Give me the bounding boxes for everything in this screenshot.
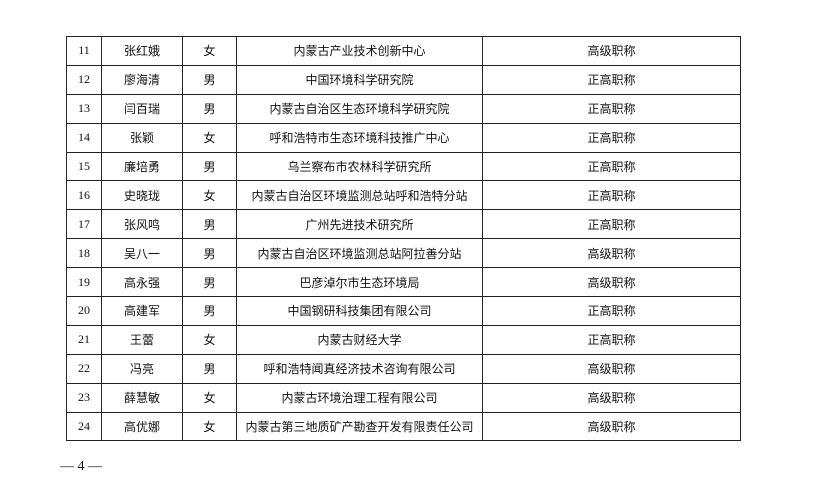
gender-cell: 女	[182, 36, 237, 66]
organization-cell: 乌兰察布市农林科学研究所	[236, 151, 483, 182]
row-number-cell: 20	[66, 296, 102, 326]
row-number-cell: 18	[66, 238, 102, 269]
name-cell: 冯亮	[101, 353, 183, 384]
name-cell: 史晓珑	[101, 180, 183, 211]
row-number-cell: 16	[66, 180, 102, 211]
name-cell: 张风鸣	[101, 209, 183, 240]
row-number-cell: 22	[66, 353, 102, 384]
name-cell: 高建军	[101, 296, 183, 326]
organization-cell: 内蒙古财经大学	[236, 324, 483, 355]
organization-cell: 巴彦淖尔市生态环境局	[236, 267, 483, 298]
table-row: 24 高优娜女内蒙古第三地质矿产勘查开发有限责任公司 高级职称	[66, 411, 741, 442]
gender-cell: 女	[182, 324, 237, 355]
gender-cell: 男	[182, 209, 237, 240]
row-number-cell: 24	[66, 411, 102, 442]
gender-cell: 男	[182, 296, 237, 326]
title-level-cell: 正高职称	[482, 122, 741, 153]
table-row: 15 廉培勇男乌兰察布市农林科学研究所 正高职称	[66, 151, 741, 182]
gender-cell: 男	[182, 267, 237, 298]
table-row: 16 史晓珑女内蒙古自治区环境监测总站呼和浩特分站 正高职称	[66, 180, 741, 211]
title-level-cell: 正高职称	[482, 180, 741, 211]
table-row: 22 冯亮男呼和浩特闻真经济技术咨询有限公司 高级职称	[66, 353, 741, 384]
title-level-cell: 正高职称	[482, 296, 741, 326]
row-number-cell: 11	[66, 36, 102, 66]
page-number: — 4 —	[60, 459, 102, 474]
title-level-cell: 正高职称	[482, 64, 741, 95]
table-row: 11 张红娥女内蒙古产业技术创新中心 高级职称	[66, 36, 741, 66]
organization-cell: 内蒙古自治区环境监测总站阿拉善分站	[236, 238, 483, 269]
title-level-cell: 正高职称	[482, 151, 741, 182]
organization-cell: 呼和浩特闻真经济技术咨询有限公司	[236, 353, 483, 384]
name-cell: 廖海清	[101, 64, 183, 95]
row-number-cell: 23	[66, 382, 102, 413]
title-level-cell: 正高职称	[482, 324, 741, 355]
gender-cell: 男	[182, 238, 237, 269]
organization-cell: 中国钢研科技集团有限公司	[236, 296, 483, 326]
row-number-cell: 19	[66, 267, 102, 298]
organization-cell: 内蒙古自治区环境监测总站呼和浩特分站	[236, 180, 483, 211]
organization-cell: 呼和浩特市生态环境科技推广中心	[236, 122, 483, 153]
title-level-cell: 正高职称	[482, 93, 741, 124]
organization-cell: 内蒙古自治区生态环境科学研究院	[236, 93, 483, 124]
title-level-cell: 高级职称	[482, 411, 741, 442]
name-cell: 吴八一	[101, 238, 183, 269]
table-row: 19 高永强男巴彦淖尔市生态环境局 高级职称	[66, 267, 741, 298]
table-row: 20 高建军男中国钢研科技集团有限公司 正高职称	[66, 296, 741, 326]
row-number-cell: 14	[66, 122, 102, 153]
title-level-cell: 高级职称	[482, 382, 741, 413]
organization-cell: 内蒙古第三地质矿产勘查开发有限责任公司	[236, 411, 483, 442]
name-cell: 闫百瑞	[101, 93, 183, 124]
organization-cell: 广州先进技术研究所	[236, 209, 483, 240]
row-number-cell: 12	[66, 64, 102, 95]
organization-cell: 内蒙古环境治理工程有限公司	[236, 382, 483, 413]
title-level-cell: 高级职称	[482, 353, 741, 384]
organization-cell: 内蒙古产业技术创新中心	[236, 36, 483, 66]
name-cell: 张颖	[101, 122, 183, 153]
name-cell: 王蕾	[101, 324, 183, 355]
personnel-table: 11 张红娥女内蒙古产业技术创新中心 高级职称 12 廖海清男中国环境科学研究院 正高职称…	[66, 36, 741, 442]
gender-cell: 女	[182, 382, 237, 413]
name-cell: 薛慧敏	[101, 382, 183, 413]
name-cell: 廉培勇	[101, 151, 183, 182]
title-level-cell: 高级职称	[482, 238, 741, 269]
gender-cell: 女	[182, 180, 237, 211]
organization-cell: 中国环境科学研究院	[236, 64, 483, 95]
table-row: 14 张颖女呼和浩特市生态环境科技推广中心 正高职称	[66, 122, 741, 153]
title-level-cell: 高级职称	[482, 267, 741, 298]
row-number-cell: 17	[66, 209, 102, 240]
title-level-cell: 高级职称	[482, 36, 741, 66]
name-cell: 高永强	[101, 267, 183, 298]
table-row: 13 闫百瑞男内蒙古自治区生态环境科学研究院 正高职称	[66, 93, 741, 124]
name-cell: 张红娥	[101, 36, 183, 66]
gender-cell: 男	[182, 151, 237, 182]
table-row: 18 吴八一男内蒙古自治区环境监测总站阿拉善分站 高级职称	[66, 238, 741, 269]
row-number-cell: 13	[66, 93, 102, 124]
gender-cell: 女	[182, 122, 237, 153]
title-level-cell: 正高职称	[482, 209, 741, 240]
row-number-cell: 21	[66, 324, 102, 355]
gender-cell: 男	[182, 353, 237, 384]
name-cell: 高优娜	[101, 411, 183, 442]
table-row: 17 张风鸣男广州先进技术研究所 正高职称	[66, 209, 741, 240]
gender-cell: 男	[182, 93, 237, 124]
row-number-cell: 15	[66, 151, 102, 182]
gender-cell: 女	[182, 411, 237, 442]
table-row: 23 薛慧敏女内蒙古环境治理工程有限公司 高级职称	[66, 382, 741, 413]
table-row: 12 廖海清男中国环境科学研究院 正高职称	[66, 64, 741, 95]
gender-cell: 男	[182, 64, 237, 95]
table-row: 21 王蕾女内蒙古财经大学 正高职称	[66, 324, 741, 355]
